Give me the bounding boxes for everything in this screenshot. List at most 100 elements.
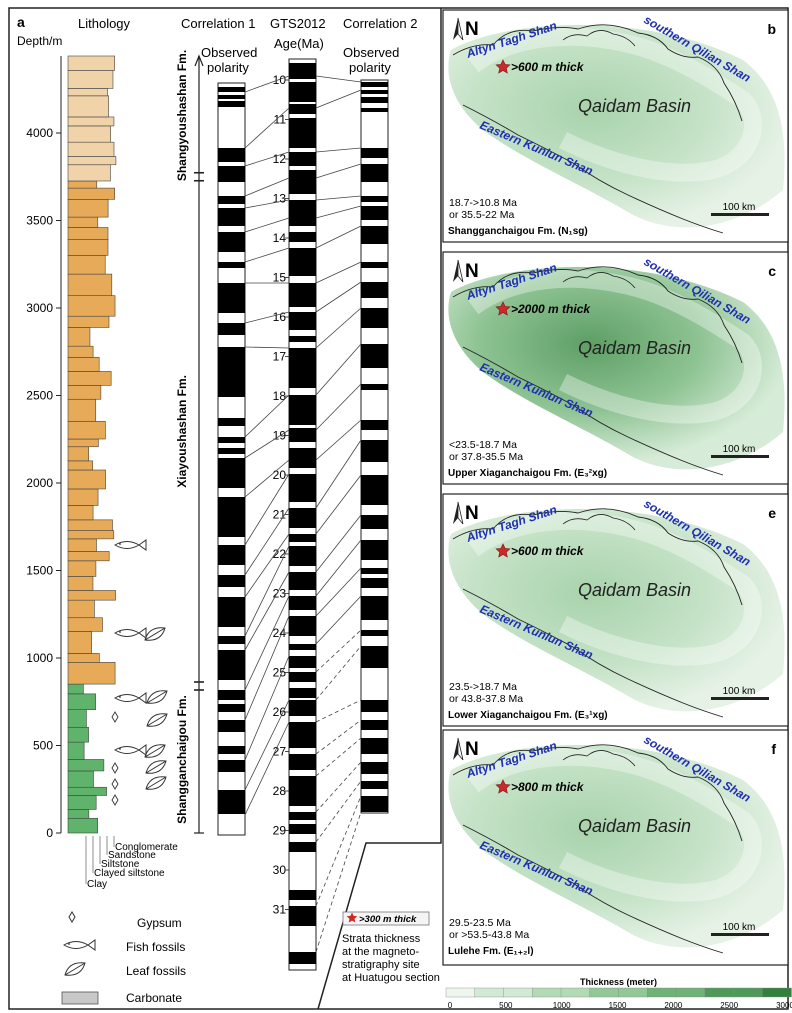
correlation-2-line [315,595,362,645]
north-label: N [465,19,479,40]
polarity-chron-normal [361,206,388,220]
lithology-bed [67,460,94,471]
lithology-bed [67,693,96,710]
polarity-chron-normal [289,688,316,698]
formation-name: Lulehe Fm. (E₁₊₂l) [448,946,534,957]
correlation-1-line [244,217,290,233]
range-outline-north [452,24,743,122]
polarity-chron-normal [361,720,388,730]
grain-label: Clayed siltstone [94,868,165,879]
polarity-chron-normal [218,545,245,565]
lithology-bed [67,551,110,562]
north-label: N [465,503,479,524]
correlation-2-dashed-line [315,699,362,723]
map-panel-label: e [768,505,776,521]
correlation-2-title: Correlation 2 [343,16,417,31]
polarity-chron-normal [289,952,316,964]
gts2012-column: 1011121314151617181920212223242526272829… [273,58,317,971]
polarity-chron-normal [361,82,388,87]
inset-caption-line2: at the magneto- [342,946,419,958]
basin-label: Qaidam Basin [578,580,691,600]
polarity-chron-normal [361,568,388,574]
basin-label: Qaidam Basin [578,96,691,116]
colorbar-tick-label: 0 [448,1001,453,1010]
lithology-bed [67,371,112,386]
age-line-2: or 37.8-35.5 Ma [449,451,523,463]
correlation-2-line [315,343,362,396]
correlation-1-line [244,571,290,651]
correlation-2-line [315,225,362,249]
polarity-chron-normal [218,101,245,107]
polarity-chron-normal [361,781,388,789]
correlation-1-line [244,151,290,167]
colorbar-swatch [618,987,648,998]
age-tick-label: 22 [273,547,287,561]
correlation-1-line [244,107,290,149]
correlation-1-line [244,545,290,637]
age-tick-label: 30 [273,863,287,877]
polarity-chron-normal [289,170,316,194]
colorbar-swatch [503,987,533,998]
basin-thickness-fill [448,267,785,470]
grain-label: Sandstone [108,850,156,861]
gypsum-icon [111,794,119,806]
thickness-label: >600 m thick [511,60,585,74]
polarity-chron-normal [361,596,388,620]
polarity-chron-normal [361,90,388,94]
correlation-2-line [315,261,362,284]
correlation-1-line [244,429,290,459]
depth-tick-label: 4000 [26,126,53,140]
correlation-1-line [244,507,290,576]
lithology-bed [67,420,106,440]
polarity-chron-normal [361,282,388,298]
polarity-chron-normal [218,650,245,680]
lithology-bed [67,438,99,448]
colorbar-tick-label: 2500 [720,1001,738,1010]
polarity-chron-normal [218,262,245,268]
polarity-chron-normal [289,428,316,442]
north-arrow-icon [453,17,464,41]
polarity-chron-normal [289,776,316,806]
star-icon [495,301,511,316]
correlation-lines [244,75,362,953]
north-arrow-icon [453,259,464,283]
polarity-chron-normal [218,796,245,814]
depth-tick-label: 2000 [26,476,53,490]
polarity-chron-normal [218,418,245,426]
lithology-bed [67,770,94,788]
age-tick-label: 19 [273,429,287,443]
polarity-chron-normal [218,497,245,537]
lithology-bed [67,617,103,632]
correlation-1-line [244,394,290,438]
polarity-chron-normal [218,575,245,587]
correlation-1-line [244,533,290,598]
lithology-bed [67,327,91,347]
lithology-bed [67,398,97,422]
star-icon [495,779,511,794]
correlation-2-line [315,567,362,617]
depth-axis-label: Depth/m [17,34,62,48]
polarity-chron-normal [289,812,316,820]
correlation-2-line [315,439,362,509]
age-tick-label: 15 [273,271,287,285]
polarity-chron-normal [361,164,388,182]
polarity-chron-normal [289,572,316,590]
fish-icon [114,692,147,704]
lithology-bed [67,70,114,89]
lithology-bed [67,505,94,521]
gypsum-icon [68,911,76,923]
age-tick-label: 14 [273,231,287,245]
gts-title: GTS2012 [270,16,326,31]
formation-label: Shangganchaigou Fm. [175,695,189,824]
basin-label: Qaidam Basin [578,816,691,836]
age-tick-label: 16 [273,310,287,324]
polarity-chron-normal [218,790,245,798]
lithology-bed [67,469,106,490]
legend-fish-label: Fish fossils [126,940,185,954]
fish-icon [114,627,147,639]
polarity-chron-normal [289,336,316,342]
age-tick-label: 17 [273,350,287,364]
lithology-bed [67,519,113,531]
